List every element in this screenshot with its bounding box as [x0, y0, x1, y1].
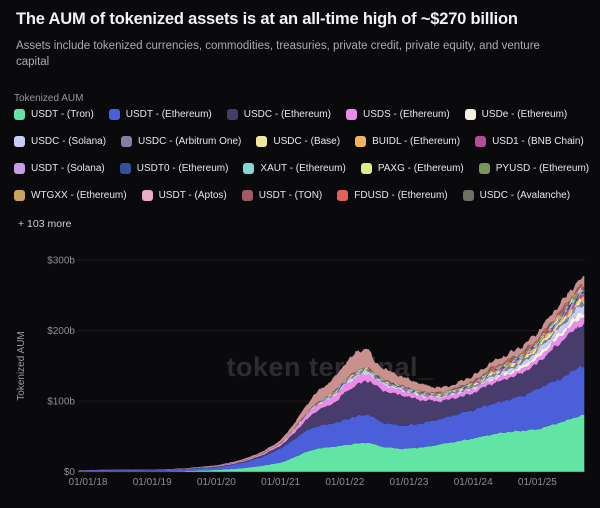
legend-item-label: USDC - (Base)	[273, 136, 341, 147]
legend-color-swatch	[121, 136, 133, 147]
legend-item[interactable]: USDT - (Aptos)	[141, 190, 227, 201]
legend-color-swatch	[360, 163, 372, 174]
plot-area	[78, 276, 585, 472]
legend-item[interactable]: BUIDL - (Ethereum)	[355, 136, 460, 147]
area-series-other-103-more-aggregated	[78, 276, 585, 471]
x-tick-label: 01/01/20	[197, 477, 236, 488]
legend-item-label: BUIDL - (Ethereum)	[372, 136, 461, 147]
legend-item[interactable]: FDUSD - (Ethereum)	[337, 190, 448, 201]
x-tick-label: 01/01/21	[261, 477, 300, 488]
legend-color-swatch	[14, 136, 25, 147]
legend-item[interactable]: USDC - (Avalanche)	[462, 190, 571, 201]
legend-item-label: XAUT - (Ethereum)	[260, 163, 346, 174]
legend-color-swatch	[256, 136, 268, 147]
area-series-usdt-ethereum	[78, 365, 585, 472]
legend-item[interactable]: WTGXX - (Ethereum)	[14, 190, 127, 201]
legend-item-label: USDT - (Tron)	[31, 109, 94, 120]
legend-item-label: PAXG - (Ethereum)	[377, 163, 464, 174]
legend-color-swatch	[337, 190, 349, 201]
legend-color-swatch	[141, 190, 153, 201]
legend-item-label: FDUSD - (Ethereum)	[354, 190, 448, 201]
legend-item[interactable]: USDT - (TON)	[241, 190, 323, 201]
page-title: The AUM of tokenized assets is at an all…	[16, 10, 518, 28]
legend-item[interactable]: USDS - (Ethereum)	[345, 109, 450, 120]
page-subtitle: Assets include tokenized currencies, com…	[16, 40, 540, 69]
x-tick-label: 01/01/25	[518, 477, 557, 488]
legend-item[interactable]: USDC - (Arbitrum One)	[121, 136, 241, 147]
legend-item[interactable]: USDC - (Solana)	[14, 136, 106, 147]
x-tick-label: 01/01/23	[390, 477, 429, 488]
legend-color-swatch	[14, 163, 25, 174]
legend-item[interactable]: USDT0 - (Ethereum)	[119, 163, 229, 174]
legend-color-swatch	[119, 163, 131, 174]
legend-item-label: USDT - (Aptos)	[158, 190, 227, 201]
legend-color-swatch	[14, 190, 25, 201]
legend-item-label: PYUSD - (Ethereum)	[495, 163, 590, 174]
legend-item[interactable]: PAXG - (Ethereum)	[360, 163, 464, 174]
legend-color-swatch	[345, 109, 357, 120]
legend-item-label: USDT - (TON)	[258, 190, 323, 201]
x-tick-label: 01/01/24	[454, 477, 493, 488]
legend-color-swatch	[243, 163, 255, 174]
legend-item-label: USDT0 - (Ethereum)	[136, 163, 229, 174]
legend-row: USDC - (Solana) USDC - (Arbitrum One) USDC…	[14, 135, 589, 148]
legend-color-swatch	[226, 109, 238, 120]
legend-item-label: USDC - (Avalanche)	[479, 190, 571, 201]
legend-item-label: WTGXX - (Ethereum)	[31, 190, 127, 201]
x-tick-label: 01/01/22	[325, 477, 364, 488]
area-series-usdt-tron	[78, 414, 585, 472]
area-series-usdc-ethereum	[78, 323, 585, 471]
legend: USDT - (Tron) USDT - (Ethereum) USDC - (Et…	[14, 108, 589, 216]
legend-item[interactable]: USDe - (Ethereum)	[464, 109, 568, 120]
legend-row: USDT - (Tron) USDT - (Ethereum) USDC - (Et…	[14, 108, 589, 121]
legend-item[interactable]: PYUSD - (Ethereum)	[478, 163, 590, 174]
legend-item[interactable]: USD1 - (BNB Chain)	[475, 136, 584, 147]
legend-item-label: USDC - (Ethereum)	[243, 109, 331, 120]
y-tick-label: $200b	[47, 326, 75, 337]
y-tick-label: $0	[64, 467, 76, 478]
legend-item-label: USDS - (Ethereum)	[362, 109, 450, 120]
y-tick-label: $100b	[47, 397, 75, 408]
legend-item-label: USDT - (Ethereum)	[125, 109, 212, 120]
y-tick-label: $300b	[47, 256, 75, 267]
legend-item-label: USDT - (Solana)	[31, 163, 105, 174]
legend-more-button[interactable]: + 103 more	[18, 218, 72, 230]
legend-item[interactable]: USDT - (Ethereum)	[108, 109, 212, 120]
legend-section-label: Tokenized AUM	[14, 93, 84, 104]
legend-color-swatch	[478, 163, 490, 174]
legend-color-swatch	[241, 190, 253, 201]
legend-row: WTGXX - (Ethereum) USDT - (Aptos) USDT - (…	[14, 189, 589, 202]
legend-color-swatch	[14, 109, 25, 120]
legend-row: USDT - (Solana) USDT0 - (Ethereum) XAUT - …	[14, 162, 589, 175]
legend-color-swatch	[462, 190, 474, 201]
legend-color-swatch	[355, 136, 367, 147]
x-tick-label: 01/01/18	[69, 477, 108, 488]
legend-item-label: USD1 - (BNB Chain)	[492, 136, 584, 147]
legend-color-swatch	[108, 109, 120, 120]
legend-item-label: USDC - (Solana)	[31, 136, 107, 147]
legend-item[interactable]: USDT - (Solana)	[14, 163, 105, 174]
legend-item-label: USDC - (Arbitrum One)	[138, 136, 242, 147]
legend-item[interactable]: USDC - (Ethereum)	[226, 109, 331, 120]
legend-item[interactable]: XAUT - (Ethereum)	[243, 163, 346, 174]
legend-color-swatch	[464, 109, 476, 120]
legend-item-label: USDe - (Ethereum)	[481, 109, 568, 120]
x-tick-label: 01/01/19	[133, 477, 172, 488]
y-axis-title: Tokenized AUM	[16, 331, 27, 400]
legend-item[interactable]: USDC - (Base)	[256, 136, 340, 147]
legend-color-swatch	[475, 136, 487, 147]
legend-item[interactable]: USDT - (Tron)	[14, 109, 94, 120]
